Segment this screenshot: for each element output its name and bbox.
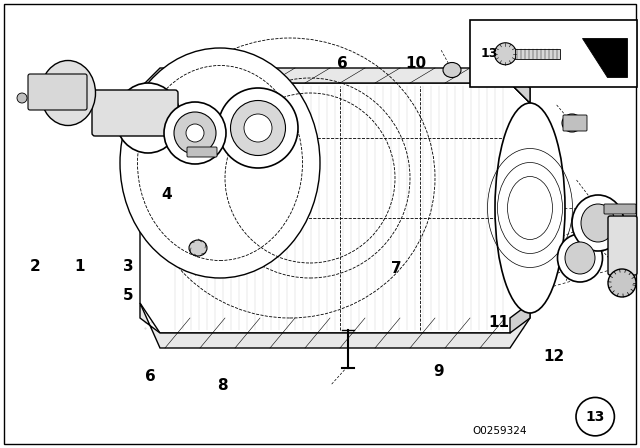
Ellipse shape (572, 195, 624, 251)
Ellipse shape (557, 234, 602, 282)
Text: 3: 3 (123, 259, 133, 274)
Text: 6: 6 (337, 56, 348, 71)
Ellipse shape (17, 93, 27, 103)
Ellipse shape (494, 43, 516, 65)
FancyBboxPatch shape (563, 115, 587, 131)
Circle shape (576, 397, 614, 436)
Polygon shape (140, 83, 530, 333)
Text: 11: 11 (489, 315, 509, 330)
FancyBboxPatch shape (604, 204, 636, 214)
FancyBboxPatch shape (187, 147, 217, 157)
Ellipse shape (495, 103, 565, 313)
Bar (515, 49, 561, 59)
Bar (470, 20, 637, 87)
Text: 10: 10 (405, 56, 427, 71)
Ellipse shape (443, 63, 461, 78)
Ellipse shape (115, 83, 180, 153)
Polygon shape (510, 68, 530, 333)
Polygon shape (140, 303, 530, 348)
Text: 5: 5 (123, 288, 133, 303)
Ellipse shape (189, 240, 207, 256)
Ellipse shape (174, 112, 216, 154)
Ellipse shape (164, 102, 226, 164)
Ellipse shape (230, 100, 285, 155)
Ellipse shape (581, 204, 615, 242)
Ellipse shape (186, 124, 204, 142)
FancyBboxPatch shape (92, 90, 178, 136)
Ellipse shape (218, 88, 298, 168)
Text: 4: 4 (161, 187, 172, 202)
Ellipse shape (565, 242, 595, 274)
Text: 13: 13 (481, 47, 498, 60)
Ellipse shape (40, 60, 95, 125)
Ellipse shape (244, 114, 272, 142)
Ellipse shape (562, 114, 582, 132)
Polygon shape (582, 38, 627, 78)
Text: 2: 2 (30, 259, 40, 274)
FancyBboxPatch shape (608, 216, 637, 275)
Ellipse shape (120, 48, 320, 278)
Text: 8: 8 (218, 378, 228, 393)
FancyBboxPatch shape (28, 74, 87, 110)
Text: 6: 6 (145, 369, 156, 384)
Text: 1: 1 (75, 259, 85, 274)
Text: 9: 9 (433, 364, 444, 379)
Polygon shape (140, 68, 530, 103)
Text: 13: 13 (586, 409, 605, 424)
Text: 12: 12 (543, 349, 564, 364)
Text: O0259324: O0259324 (472, 426, 527, 436)
Text: 7: 7 (392, 261, 402, 276)
Ellipse shape (608, 269, 636, 297)
